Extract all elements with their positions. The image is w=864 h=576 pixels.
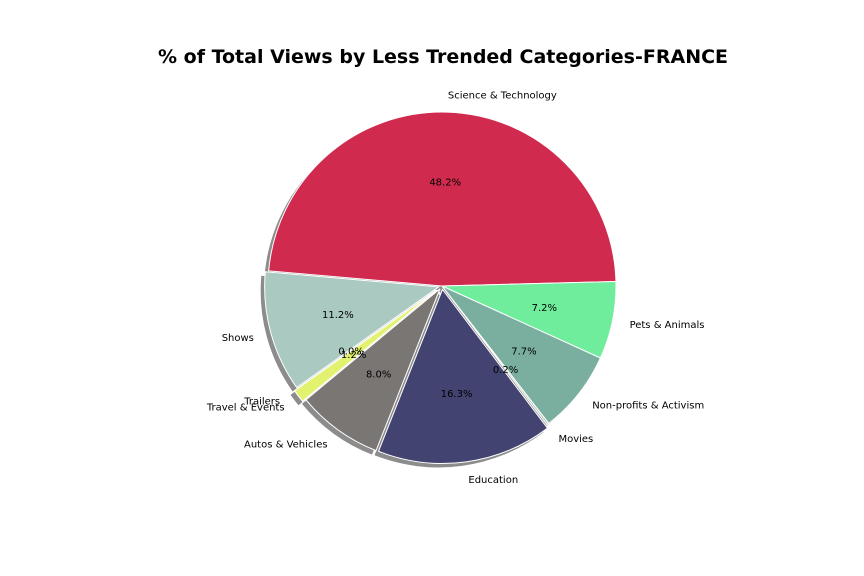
slice-pct-education: 16.3%	[441, 389, 473, 400]
pie-labels: Science & Technology 48.2% Pets & Animals 7…	[206, 91, 705, 486]
pie-slice-autos-and-vehicles	[305, 288, 441, 452]
slice-label-shows: Shows	[222, 333, 254, 344]
slice-label-education: Education	[468, 475, 518, 486]
slice-pct-movies: 0.2%	[493, 365, 518, 376]
slice-label-movies: Movies	[558, 434, 593, 445]
chart-title: % of Total Views by Less Trended Categor…	[158, 46, 728, 68]
slice-label-pets-and-animals: Pets & Animals	[630, 320, 705, 331]
slice-pct-travel-and-events: 1.2%	[341, 350, 366, 361]
slice-pct-pets-and-animals: 7.2%	[532, 303, 557, 314]
pie-slices	[264, 111, 617, 464]
pie-slice-movies	[441, 285, 550, 426]
pie-slice-science-and-technology	[268, 111, 617, 287]
slice-label-travel-and-events: Travel & Events	[206, 403, 285, 414]
pie-slice-education	[377, 288, 549, 464]
slice-pct-shows: 11.2%	[322, 310, 354, 321]
pie-slice-shows	[264, 271, 441, 389]
slice-label-trailers: Trailers	[243, 397, 280, 408]
slice-pct-trailers: 0.0%	[338, 346, 363, 357]
slice-pct-non-profits-and-activism: 7.7%	[511, 347, 536, 358]
slice-pct-autos-and-vehicles: 8.0%	[366, 369, 391, 380]
slice-pct-science-and-technology: 48.2%	[429, 178, 461, 189]
slice-label-non-profits-and-activism: Non-profits & Activism	[592, 401, 704, 412]
slice-label-autos-and-vehicles: Autos & Vehicles	[244, 440, 328, 451]
slice-label-science-and-technology: Science & Technology	[448, 91, 557, 102]
